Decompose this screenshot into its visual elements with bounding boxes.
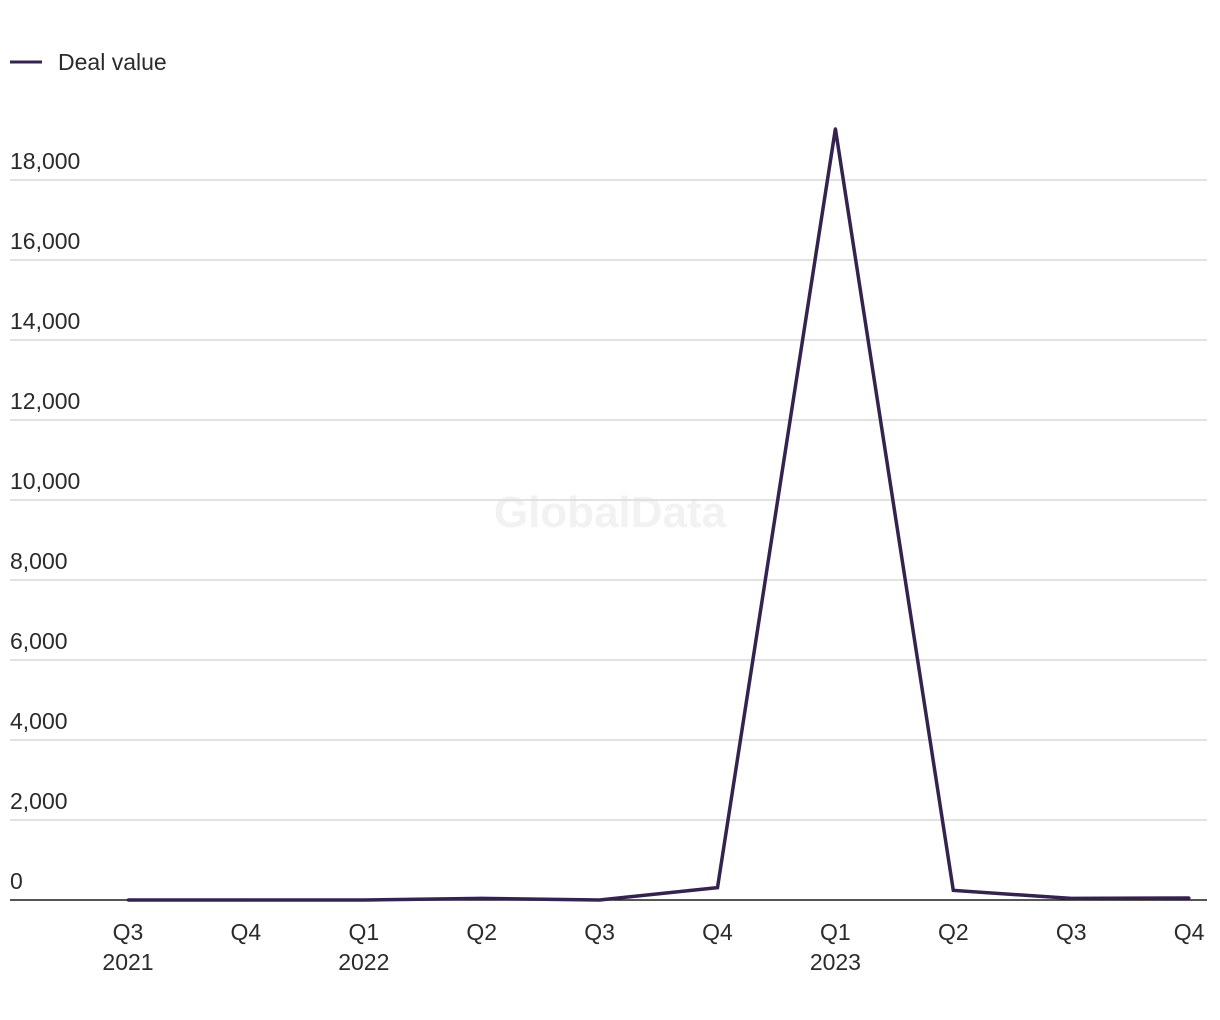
x-axis-labels: Q3 2021 Q4 Q1 2022 Q2 Q3 Q4 Q1 2023 Q2 Q3 Q4	[102, 919, 1204, 975]
x-tick-label-quarter: Q2	[938, 919, 969, 945]
grid-lines	[10, 179, 1207, 821]
x-tick-label-quarter: Q4	[702, 919, 733, 945]
y-tick-label: 4,000	[10, 708, 68, 734]
y-tick-label: 0	[10, 868, 23, 894]
x-tick-label-year: 2022	[338, 949, 389, 975]
x-tick-label-quarter: Q3	[113, 919, 144, 945]
x-tick-label-quarter: Q2	[466, 919, 497, 945]
data-point	[362, 898, 366, 902]
y-tick-label: 18,000	[10, 148, 80, 174]
y-tick-label: 2,000	[10, 788, 68, 814]
x-tick-label-quarter: Q3	[584, 919, 615, 945]
x-tick-label-year: 2023	[810, 949, 861, 975]
y-tick-label: 14,000	[10, 308, 80, 334]
data-point	[598, 898, 602, 902]
y-tick-label: 8,000	[10, 548, 68, 574]
y-axis-labels: 0 2,000 4,000 6,000 8,000 10,000 12,000 14,000 1…	[10, 148, 80, 894]
data-point	[1187, 896, 1191, 900]
data-point	[244, 898, 248, 902]
data-point	[716, 886, 719, 890]
data-point	[1069, 896, 1073, 900]
data-point	[833, 127, 837, 131]
y-tick-label: 6,000	[10, 628, 68, 654]
x-tick-label-quarter: Q1	[820, 919, 851, 945]
data-point	[480, 896, 484, 900]
watermark-text: GlobalData	[494, 488, 727, 537]
series-deal-value	[126, 127, 1191, 902]
x-tick-label-quarter: Q3	[1056, 919, 1087, 945]
data-point	[126, 898, 130, 902]
x-tick-label-year: 2021	[102, 949, 153, 975]
series-line	[128, 128, 1190, 902]
legend-label: Deal value	[58, 49, 167, 75]
x-tick-label-quarter: Q4	[1174, 919, 1205, 945]
y-tick-label: 10,000	[10, 468, 80, 494]
y-tick-label: 16,000	[10, 228, 80, 254]
y-tick-label: 12,000	[10, 388, 80, 414]
x-tick-label-quarter: Q4	[231, 919, 262, 945]
x-tick-label-quarter: Q1	[348, 919, 379, 945]
data-point	[951, 888, 955, 892]
legend: Deal value	[10, 49, 167, 75]
